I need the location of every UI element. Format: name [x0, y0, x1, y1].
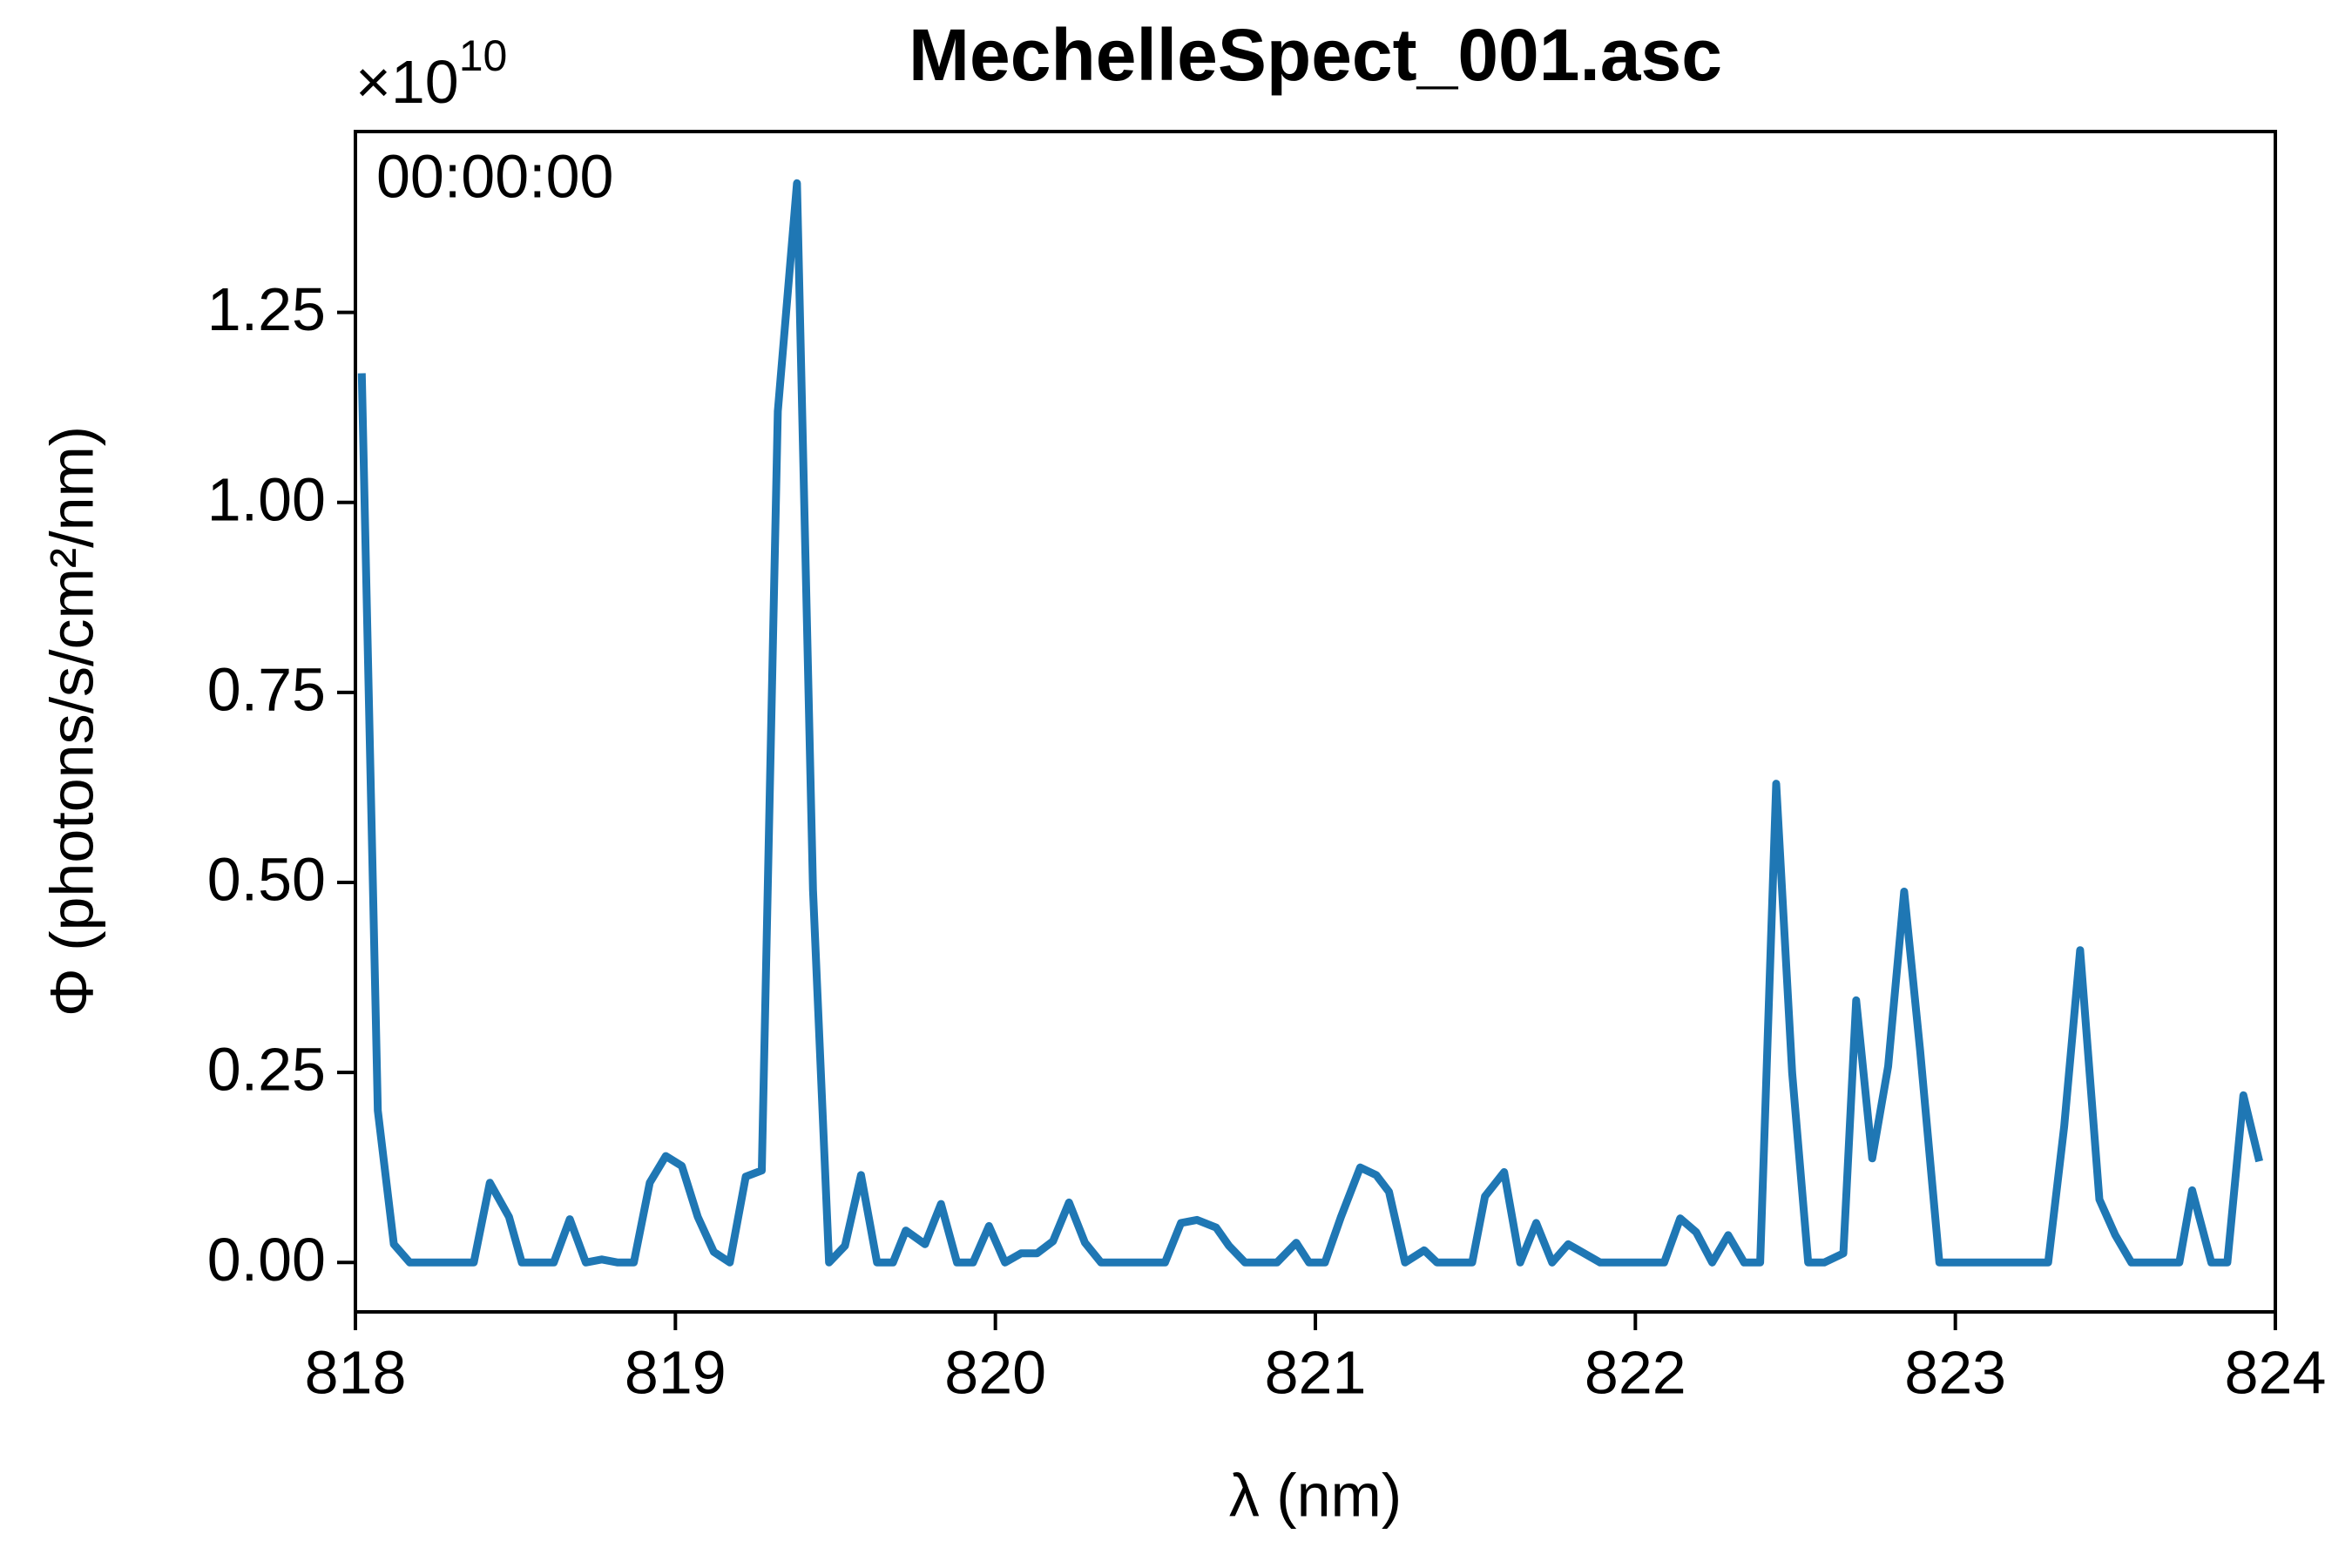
x-tick-label: 818: [305, 1338, 407, 1406]
annotation: 00:00:00: [376, 142, 613, 210]
y-offset: ×1010: [355, 31, 507, 116]
y-tick-label: 0.25: [207, 1036, 326, 1104]
x-tick-label: 820: [944, 1338, 1046, 1406]
chart-title: MechelleSpect_001.asc: [909, 14, 1722, 96]
y-tick-label: 1.00: [207, 465, 326, 533]
y-offset-text: ×10: [355, 48, 459, 116]
y-tick-label: 1.25: [207, 275, 326, 343]
y-tick-label: 0.75: [207, 655, 326, 723]
y-tick-label: 0.00: [207, 1226, 326, 1294]
data-line: [357, 179, 2263, 1267]
y-offset-exponent: 10: [459, 31, 508, 80]
x-tick-label: 822: [1585, 1338, 1686, 1406]
x-tick-label: 824: [2225, 1338, 2327, 1406]
axes-frame: [354, 130, 2277, 1314]
x-axis-label: λ (nm): [1229, 1461, 1402, 1529]
x-tick-label: 823: [1904, 1338, 2006, 1406]
y-tick-label: 0.50: [207, 846, 326, 914]
y-axis-label: Φ (photons/s/cm²/nm): [37, 426, 105, 1017]
x-tick-label: 819: [625, 1338, 727, 1406]
x-tick-label: 821: [1265, 1338, 1367, 1406]
